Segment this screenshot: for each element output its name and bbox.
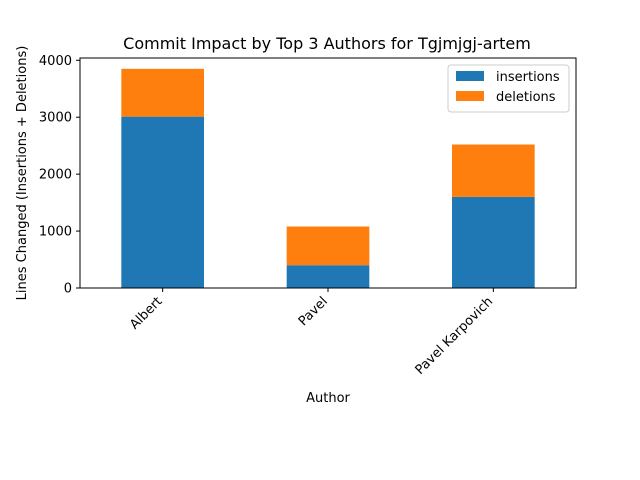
bar-insertions-2: [452, 196, 535, 288]
x-axis-label: Author: [306, 391, 350, 406]
bar-deletions-2: [452, 144, 535, 197]
bar-deletions-1: [286, 226, 370, 266]
y-tick-label: 0: [64, 282, 72, 297]
legend-label-deletions: deletions: [496, 90, 556, 105]
x-axis-ticks: Albert Pavel Pavel Karpovich: [127, 288, 496, 378]
y-axis-ticks: 0 1000 2000 3000 4000: [39, 54, 80, 297]
chart-title: Commit Impact by Top 3 Authors for Tgjmj…: [123, 34, 531, 53]
y-tick-label: 4000: [39, 54, 72, 69]
bar-insertions-0: [121, 116, 204, 288]
bar-insertions-1: [286, 265, 370, 288]
x-tick-label: Albert: [127, 294, 165, 332]
x-tick-label: Pavel Karpovich: [413, 294, 497, 378]
legend-swatch-deletions: [456, 91, 484, 101]
legend-label-insertions: insertions: [496, 70, 560, 85]
legend: insertions deletions: [447, 64, 570, 113]
y-axis-label: Lines Changed (Insertions + Deletions): [15, 46, 30, 301]
y-tick-label: 3000: [39, 111, 72, 126]
y-tick-label: 1000: [39, 225, 72, 240]
y-tick-label: 2000: [39, 168, 72, 183]
bars-group: [121, 68, 535, 288]
legend-swatch-insertions: [456, 71, 484, 81]
x-tick-label: Pavel: [296, 294, 331, 329]
bar-deletions-0: [121, 68, 204, 117]
